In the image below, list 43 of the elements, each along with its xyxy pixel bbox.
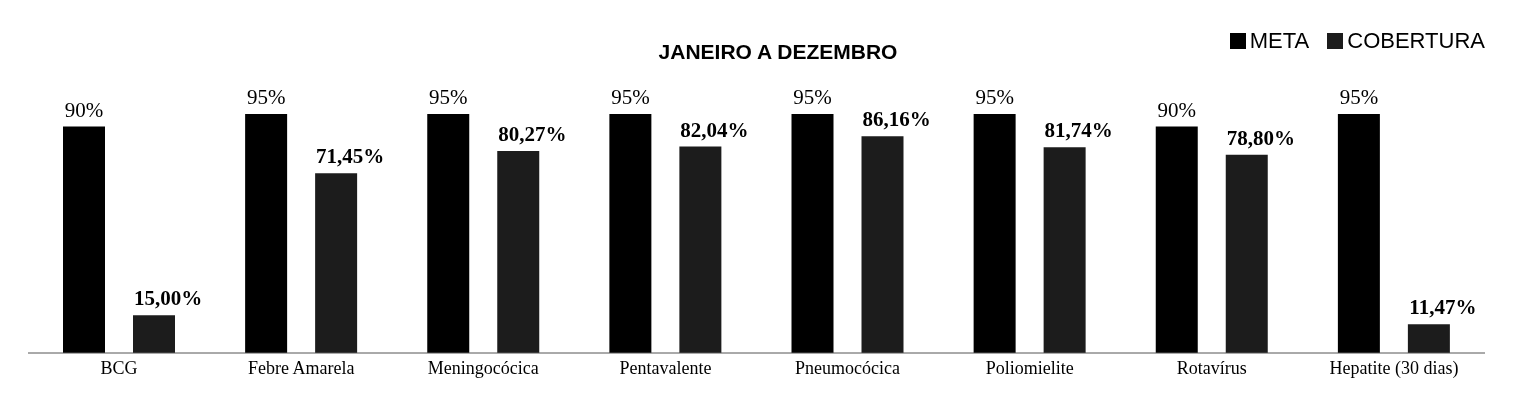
- x-tick-label: Pneumocócica: [795, 357, 901, 378]
- data-label: 86,16%: [862, 107, 931, 132]
- bar: [427, 114, 470, 353]
- data-label: 78,80%: [1226, 125, 1295, 150]
- data-label: 80,27%: [498, 122, 567, 147]
- bar: [497, 151, 540, 353]
- data-label: 90%: [64, 97, 104, 122]
- bar: [245, 114, 288, 353]
- data-label: 95%: [975, 85, 1014, 109]
- x-tick-label: Rotavírus: [1176, 357, 1247, 378]
- x-tick-label: Poliomielite: [985, 357, 1074, 378]
- x-tick-label: BCG: [100, 357, 138, 378]
- bar: [1337, 114, 1380, 353]
- bar: [1043, 147, 1086, 353]
- data-label: 95%: [793, 85, 832, 109]
- data-label: 95%: [429, 85, 468, 109]
- bar: [609, 114, 652, 353]
- bar: [1407, 324, 1450, 353]
- bar: [1225, 154, 1268, 353]
- legend-label: COBERTURA: [1347, 28, 1485, 54]
- data-label: 95%: [246, 85, 286, 109]
- legend-label: META: [1249, 28, 1310, 54]
- chart-title: JANEIRO A DEZEMBRO: [657, 40, 899, 64]
- bar: [315, 173, 358, 353]
- data-label: 81,74%: [1044, 118, 1113, 143]
- bar: [63, 126, 105, 353]
- data-label: 82,04%: [680, 117, 749, 142]
- bar: [133, 315, 175, 353]
- x-tick-label: Pentavalente: [619, 357, 712, 378]
- bar: [679, 146, 722, 353]
- bar: [973, 114, 1016, 353]
- data-label: 90%: [1157, 97, 1196, 122]
- data-label: 95%: [1339, 85, 1379, 109]
- data-label: 71,45%: [316, 144, 385, 169]
- bar: [1155, 126, 1198, 353]
- data-label: 11,47%: [1409, 295, 1477, 320]
- x-tick-label: Febre Amarela: [247, 357, 355, 378]
- bar: [861, 136, 904, 353]
- bar: [791, 114, 834, 353]
- x-tick-label: Meningocócica: [427, 357, 539, 378]
- x-tick-label: Hepatite (30 dias): [1329, 357, 1459, 379]
- data-label: 95%: [611, 85, 650, 109]
- data-label: 15,00%: [133, 286, 203, 311]
